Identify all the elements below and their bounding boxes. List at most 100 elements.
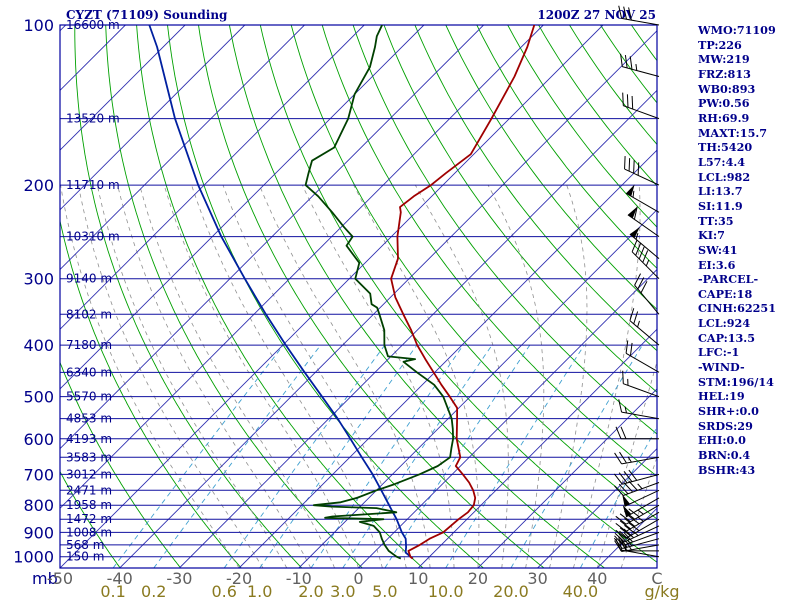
barb-staff: [625, 511, 660, 532]
moist-adiabat: [302, 184, 455, 568]
height-label-13: 2471 m: [66, 483, 112, 497]
barb-staff: [629, 233, 660, 259]
moist-adiabat: [259, 184, 431, 568]
barb-half: [635, 64, 638, 71]
dry-adiabat: [167, 25, 484, 568]
barb-full: [628, 469, 638, 481]
moist-adiabat: [163, 184, 359, 568]
index-24: STM:196/14: [698, 374, 774, 389]
indices-panel: WMO:71109 TP:226 MW:219 FRZ:813 WB0:893 PW:0.…: [698, 23, 798, 477]
moist-adiabat: [78, 185, 264, 568]
isotherm: [60, 25, 305, 271]
barb-full: [631, 96, 634, 110]
index-16: EI:3.6: [698, 257, 736, 272]
index-19: CINH:62251: [698, 301, 776, 316]
dry-adiabat: [321, 25, 657, 477]
height-label-7: 6340 m: [66, 365, 112, 379]
dry-adiabat: [60, 361, 182, 568]
isotherm: [537, 447, 657, 568]
temp-label-2: -30: [166, 569, 192, 588]
units-c: C: [651, 569, 662, 588]
barb-full: [625, 340, 629, 354]
barb-staff: [625, 192, 660, 213]
wind-barbs: [613, 5, 660, 558]
moist-adiabat: [596, 360, 657, 568]
dry-adiabat: [105, 25, 363, 568]
height-label-12: 3012 m: [66, 467, 112, 481]
dry-adiabat: [74, 25, 303, 568]
barb-full: [623, 6, 627, 20]
temp-label-0: -50: [47, 569, 73, 588]
barb-staff: [622, 538, 660, 550]
index-23: -WIND-: [698, 360, 745, 375]
barb-staff: [623, 531, 660, 546]
isotherm: [60, 25, 67, 32]
dewpoint-trace: [304, 25, 454, 560]
barb-half: [637, 516, 644, 522]
height-label-6: 7180 m: [66, 338, 112, 352]
barb-staff: [634, 284, 660, 315]
height-label-15: 1472 m: [66, 512, 112, 526]
mixing-ratio-line: [310, 344, 464, 568]
barb-full: [619, 530, 630, 541]
barb-half: [633, 530, 639, 536]
isotherm: [0, 25, 6, 568]
temp-label-3: -20: [226, 569, 252, 588]
wind-barb-5: [614, 525, 660, 543]
parcel-trace: [148, 25, 414, 560]
mixing-label-8: 20.0: [493, 582, 529, 600]
moist-adiabat: [139, 184, 335, 568]
barb-full: [631, 239, 638, 253]
barb-full: [619, 520, 631, 530]
barb-full: [637, 277, 645, 290]
isotherm: [60, 25, 365, 330]
barb-full: [628, 158, 631, 172]
moist-adiabat: [353, 184, 480, 568]
height-label-17: 568 m: [66, 538, 104, 552]
units-mb: mb: [32, 569, 58, 588]
barb-half: [645, 259, 650, 267]
mixing-label-7: 10.0: [428, 582, 464, 600]
grid-group: [0, 25, 657, 568]
index-30: BSHR:43: [698, 462, 756, 477]
index-2: MW:219: [698, 52, 750, 67]
barb-full: [622, 370, 624, 384]
index-27: SRDS:29: [698, 418, 753, 433]
barb-full: [620, 426, 627, 439]
mixing-ratio-line: [579, 426, 657, 568]
index-10: LCL:982: [698, 169, 751, 184]
barb-full: [633, 311, 639, 325]
moist-adiabat: [487, 184, 545, 568]
barb-staff: [622, 66, 660, 77]
index-8: TH:5420: [698, 140, 753, 155]
height-label-10: 4193 m: [66, 432, 112, 446]
barb-full: [640, 281, 648, 294]
index-26: SHR+:0.0: [698, 404, 759, 419]
isotherm: [298, 209, 657, 568]
index-14: KI:7: [698, 228, 725, 243]
index-6: RH:69.9: [698, 110, 750, 125]
wind-barb-17: [625, 340, 660, 373]
isotherm: [179, 89, 657, 568]
dry-adiabat: [60, 470, 121, 568]
pressure-label-9: 1000: [13, 548, 54, 567]
barb-full: [615, 523, 627, 532]
barb-full: [618, 399, 623, 413]
barb-full: [622, 92, 624, 106]
barb-full: [614, 540, 622, 552]
temp-label-7: 20: [468, 569, 488, 588]
barb-pennant: [622, 505, 632, 517]
barb-pennant: [626, 184, 635, 197]
wind-barb-24: [624, 156, 660, 186]
wind-barb-27: [618, 5, 660, 26]
barb-staff: [629, 320, 660, 346]
isotherm: [60, 25, 425, 390]
barb-half: [637, 483, 643, 489]
dry-adiabat: [136, 25, 424, 568]
mixing-label-5: 3.0: [330, 582, 355, 600]
barb-full: [623, 471, 633, 482]
barb-full: [633, 206, 638, 220]
wind-barb-18: [629, 308, 660, 346]
moist-adiabat: [60, 185, 240, 568]
barb-pennant: [629, 226, 640, 239]
